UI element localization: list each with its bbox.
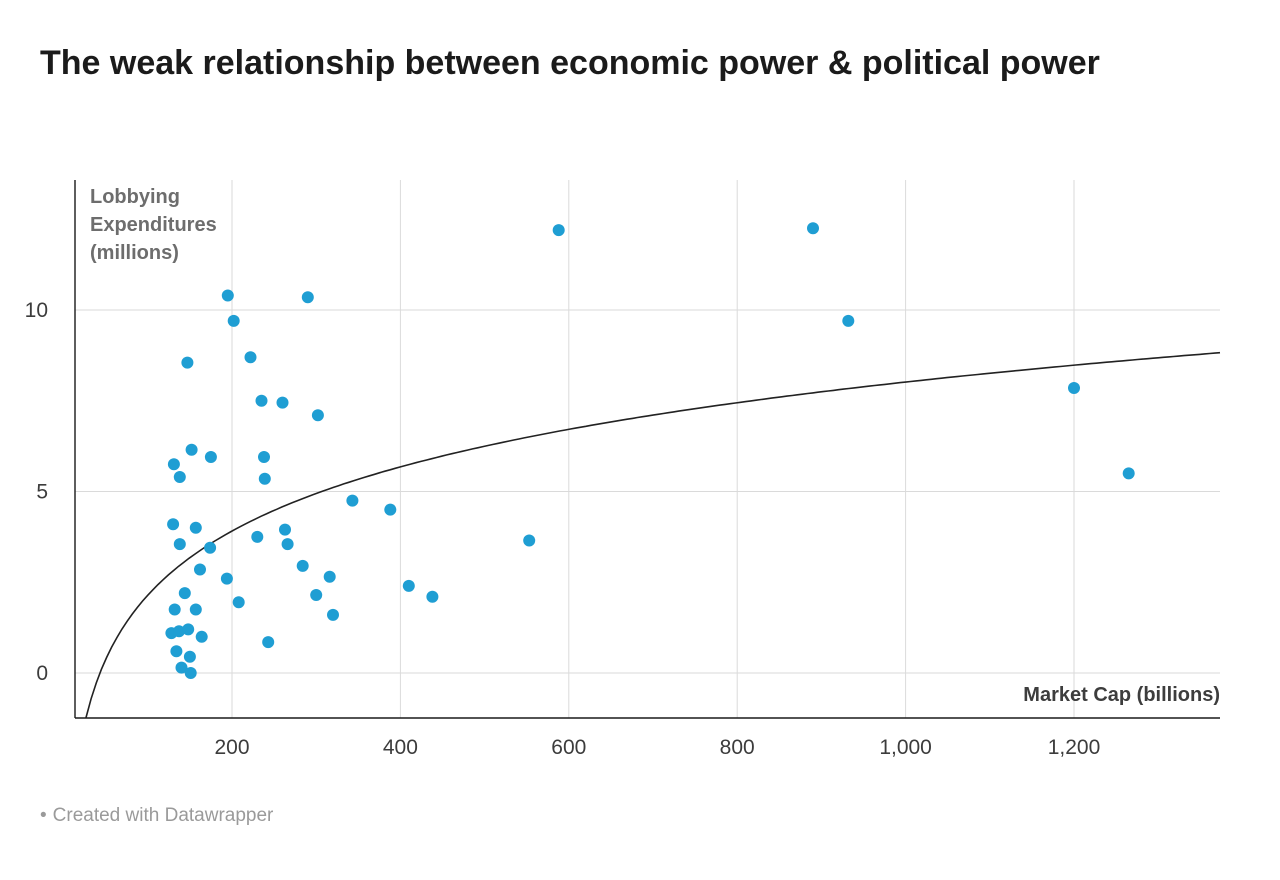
- data-point[interactable]: [1122, 467, 1135, 480]
- data-point[interactable]: [426, 590, 439, 603]
- data-point[interactable]: [301, 291, 314, 304]
- data-point[interactable]: [296, 559, 309, 572]
- x-tick-label: 200: [214, 736, 249, 759]
- x-tick-label: 400: [383, 736, 418, 759]
- data-point[interactable]: [220, 572, 233, 585]
- x-tick-label: 1,200: [1048, 736, 1101, 759]
- data-point[interactable]: [384, 503, 397, 516]
- data-point[interactable]: [311, 409, 324, 422]
- data-point[interactable]: [204, 541, 217, 554]
- data-point[interactable]: [255, 394, 268, 407]
- y-axis-title-line: Expenditures: [90, 214, 217, 236]
- data-point[interactable]: [227, 314, 240, 327]
- data-point[interactable]: [262, 636, 275, 649]
- y-axis-title-line: Lobbying: [90, 186, 180, 208]
- y-tick-label: 0: [36, 662, 48, 685]
- data-point[interactable]: [244, 351, 257, 364]
- data-point[interactable]: [279, 523, 291, 536]
- data-point[interactable]: [183, 650, 196, 663]
- data-point[interactable]: [167, 458, 180, 471]
- chart-title: The weak relationship between economic p…: [40, 44, 1100, 82]
- data-point[interactable]: [189, 603, 202, 616]
- data-point[interactable]: [173, 471, 186, 483]
- data-point[interactable]: [189, 521, 202, 534]
- x-axis-title: Market Cap (billions): [1023, 684, 1220, 706]
- data-point[interactable]: [258, 451, 270, 463]
- data-point[interactable]: [1068, 382, 1080, 394]
- attribution: • Created with Datawrapper: [40, 805, 273, 827]
- data-point[interactable]: [221, 289, 234, 302]
- data-point[interactable]: [251, 530, 264, 543]
- attribution-bullet: •: [40, 805, 47, 826]
- data-point[interactable]: [232, 596, 245, 609]
- data-point[interactable]: [194, 563, 206, 576]
- data-point[interactable]: [523, 534, 536, 547]
- data-point[interactable]: [173, 625, 185, 638]
- y-tick-label: 5: [36, 481, 48, 504]
- data-point[interactable]: [276, 396, 289, 409]
- data-point[interactable]: [178, 587, 191, 600]
- data-point[interactable]: [181, 356, 194, 369]
- trend-line: [85, 351, 1221, 719]
- data-point[interactable]: [168, 603, 181, 616]
- attribution-link[interactable]: Created with Datawrapper: [52, 805, 274, 826]
- data-point[interactable]: [327, 608, 339, 621]
- data-point[interactable]: [842, 314, 855, 327]
- data-point[interactable]: [346, 494, 359, 507]
- data-point[interactable]: [175, 661, 188, 674]
- data-point[interactable]: [258, 472, 271, 485]
- y-tick-label: 10: [25, 299, 48, 322]
- x-tick-label: 800: [720, 736, 755, 759]
- y-axis-title-line: (millions): [90, 242, 179, 264]
- data-point[interactable]: [170, 645, 183, 658]
- data-point[interactable]: [167, 518, 180, 531]
- data-point[interactable]: [195, 630, 208, 643]
- y-axis-title: Lobbying Expenditures (millions): [90, 183, 217, 267]
- data-point[interactable]: [204, 451, 217, 463]
- data-point[interactable]: [182, 623, 195, 636]
- data-point[interactable]: [402, 579, 415, 592]
- data-point[interactable]: [552, 224, 565, 237]
- x-tick-label: 600: [551, 736, 586, 759]
- data-point[interactable]: [173, 538, 186, 551]
- data-point[interactable]: [310, 589, 323, 601]
- x-tick-label: 1,000: [879, 736, 932, 759]
- data-point[interactable]: [807, 222, 819, 235]
- data-point[interactable]: [185, 443, 198, 456]
- data-point[interactable]: [281, 538, 294, 551]
- data-point[interactable]: [184, 667, 197, 679]
- data-point[interactable]: [323, 570, 336, 583]
